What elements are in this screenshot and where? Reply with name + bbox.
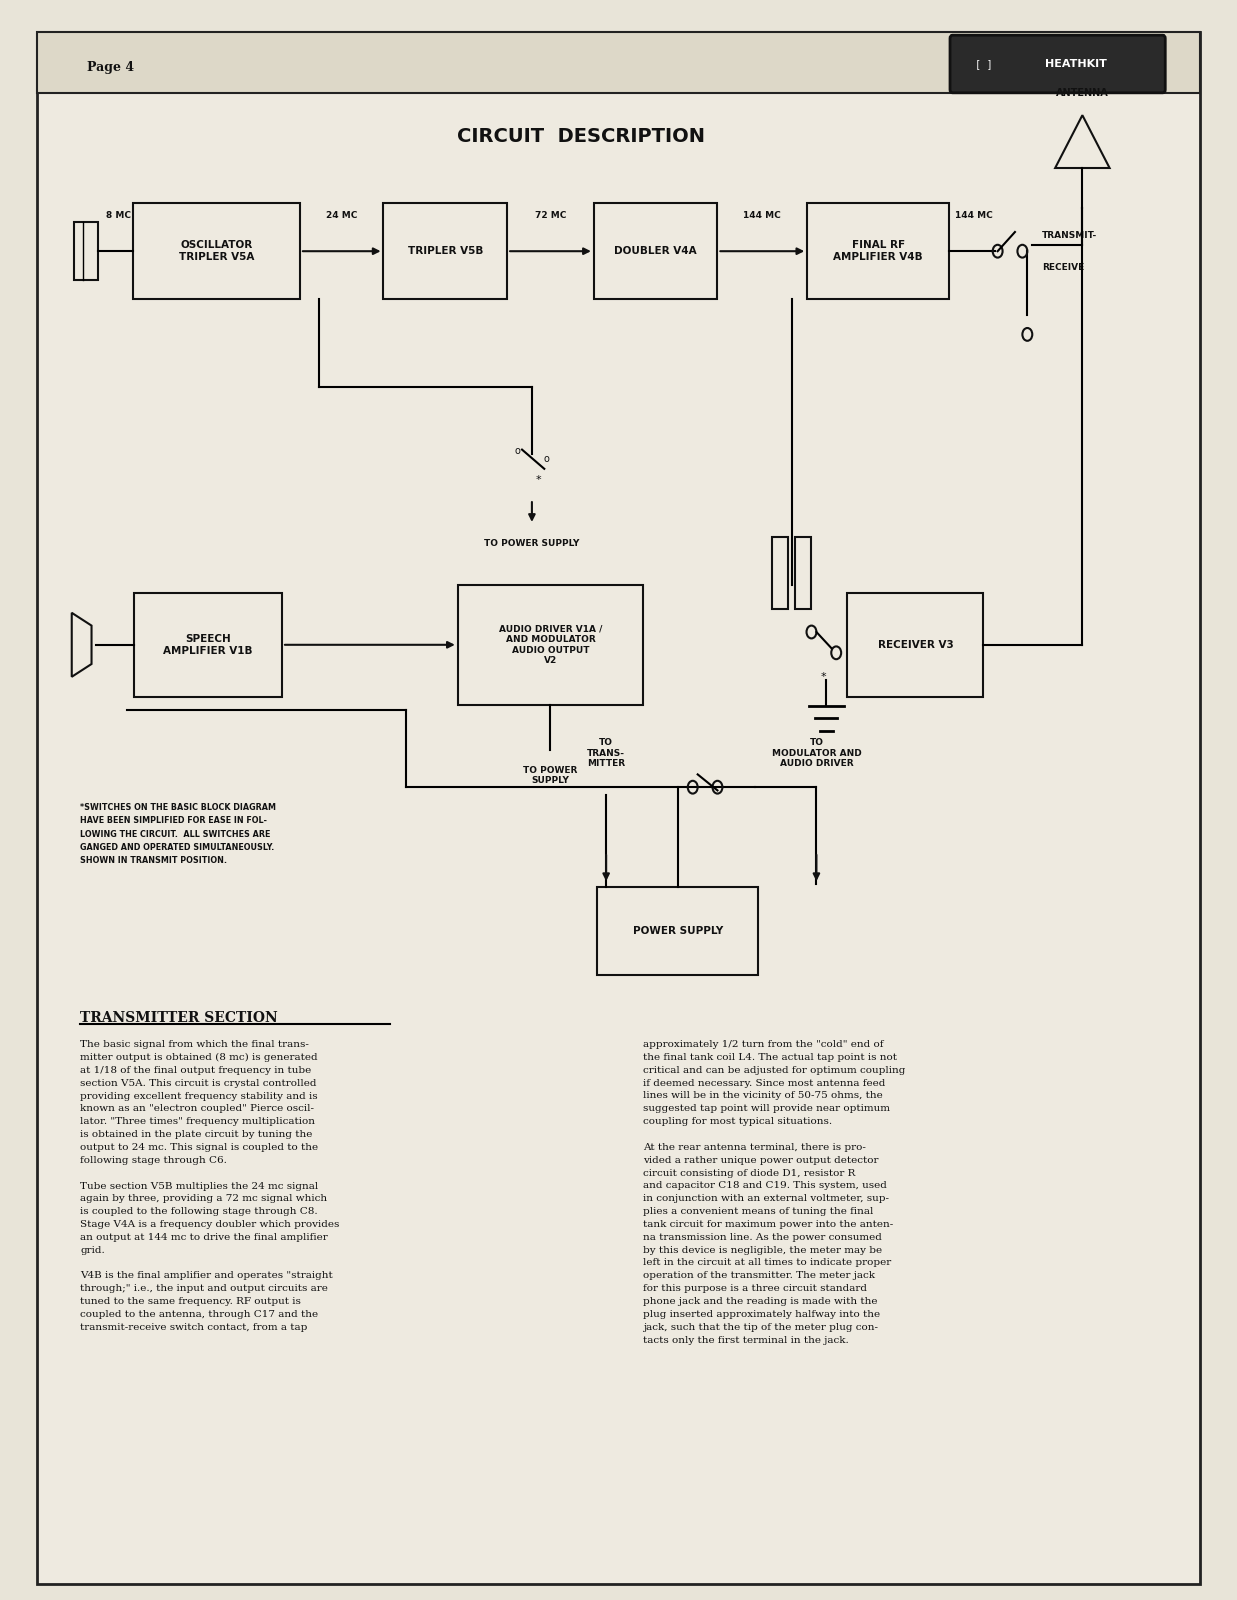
Bar <box>847 594 983 698</box>
Text: 72 MC: 72 MC <box>534 211 567 221</box>
Text: The basic signal from which the final trans-
mitter output is obtained (8 mc) is: The basic signal from which the final tr… <box>80 1040 340 1331</box>
Text: POWER SUPPLY: POWER SUPPLY <box>633 926 722 936</box>
Text: RECEIVE: RECEIVE <box>1042 262 1085 272</box>
Text: SPEECH
AMPLIFIER V1B: SPEECH AMPLIFIER V1B <box>163 634 252 656</box>
Polygon shape <box>72 613 92 677</box>
Bar <box>807 203 949 299</box>
Text: [ ]: [ ] <box>975 59 992 69</box>
Text: TRIPLER V5B: TRIPLER V5B <box>408 246 482 256</box>
Text: *: * <box>536 475 541 485</box>
Text: *: * <box>821 672 826 682</box>
Text: 8 MC: 8 MC <box>105 211 130 221</box>
Text: o: o <box>544 454 549 464</box>
Text: ANTENNA: ANTENNA <box>1056 88 1108 98</box>
Text: HEATHKIT: HEATHKIT <box>1045 59 1107 69</box>
Text: FINAL RF
AMPLIFIER V4B: FINAL RF AMPLIFIER V4B <box>834 240 923 262</box>
Text: OSCILLATOR
TRIPLER V5A: OSCILLATOR TRIPLER V5A <box>179 240 254 262</box>
Text: DOUBLER V4A: DOUBLER V4A <box>615 246 696 256</box>
Text: *SWITCHES ON THE BASIC BLOCK DIAGRAM
HAVE BEEN SIMPLIFIED FOR EASE IN FOL-
LOWIN: *SWITCHES ON THE BASIC BLOCK DIAGRAM HAV… <box>80 803 276 866</box>
Bar <box>594 203 717 299</box>
Text: TO
MODULATOR AND
AUDIO DRIVER: TO MODULATOR AND AUDIO DRIVER <box>772 738 861 768</box>
Text: RECEIVER V3: RECEIVER V3 <box>877 640 954 650</box>
Bar <box>383 203 507 299</box>
Text: TRANSMIT-: TRANSMIT- <box>1042 230 1097 240</box>
Bar <box>458 586 643 704</box>
Text: TO POWER SUPPLY: TO POWER SUPPLY <box>484 539 580 549</box>
Bar <box>795 536 811 610</box>
Bar <box>132 203 299 299</box>
Text: TO
TRANS-
MITTER: TO TRANS- MITTER <box>588 738 625 768</box>
Bar <box>134 594 282 698</box>
Polygon shape <box>1055 115 1110 168</box>
Text: Page 4: Page 4 <box>87 61 134 74</box>
Text: 144 MC: 144 MC <box>743 211 782 221</box>
Bar <box>597 886 758 976</box>
Bar <box>37 32 1200 93</box>
Text: 144 MC: 144 MC <box>955 211 993 221</box>
Bar <box>73 222 98 280</box>
Text: CIRCUIT  DESCRIPTION: CIRCUIT DESCRIPTION <box>458 126 705 146</box>
FancyBboxPatch shape <box>950 35 1165 93</box>
Text: TO POWER
SUPPLY: TO POWER SUPPLY <box>523 766 578 786</box>
Bar <box>772 536 788 610</box>
Text: TRANSMITTER SECTION: TRANSMITTER SECTION <box>80 1011 278 1026</box>
Text: AUDIO DRIVER V1A /
AND MODULATOR
AUDIO OUTPUT
V2: AUDIO DRIVER V1A / AND MODULATOR AUDIO O… <box>499 624 602 666</box>
Text: 24 MC: 24 MC <box>327 211 357 221</box>
Text: approximately 1/2 turn from the "cold" end of
the final tank coil L4. The actual: approximately 1/2 turn from the "cold" e… <box>643 1040 905 1344</box>
Text: o: o <box>515 446 520 456</box>
